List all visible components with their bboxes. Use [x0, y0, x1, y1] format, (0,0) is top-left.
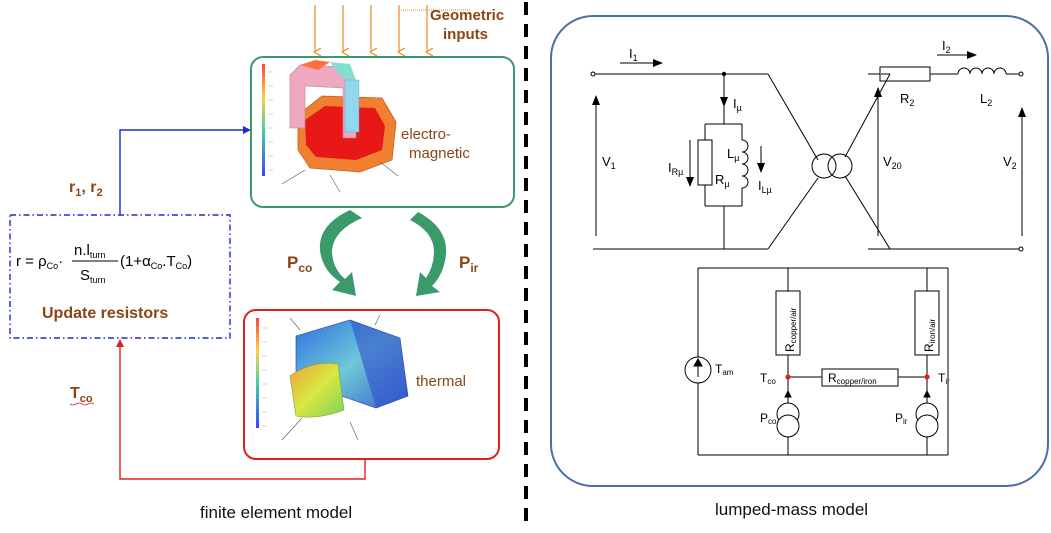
node-tir [924, 374, 930, 380]
node-tco [785, 374, 791, 380]
thermal-network-arrows [693, 357, 931, 398]
label-v1: V1 [602, 154, 616, 171]
lumped-model-frame [550, 15, 1049, 487]
label-rmu: Rµ [715, 172, 730, 189]
label-pir: Pir [895, 411, 908, 426]
label-v20: V20 [883, 154, 902, 171]
label-rcopper-iron: Rcopper/iron [828, 371, 877, 386]
thermal-fe-image [256, 314, 409, 441]
svg-text:(1+αCo.TCo): (1+αCo.TCo) [120, 253, 192, 271]
electromagnetic-fe-image [262, 60, 399, 193]
green-arrow-pco [319, 210, 362, 296]
t-co-underline [69, 402, 95, 406]
r1-r2-label: r1, r2 [69, 179, 103, 199]
label-rcopper-air: Rcopper/air [783, 307, 798, 352]
label-riron-air: Riron/air [922, 319, 937, 352]
svg-text:Sturn: Sturn [80, 267, 106, 285]
label-tir: Tir [938, 371, 950, 386]
fem-caption: finite element model [200, 503, 352, 522]
thermal-network [684, 267, 949, 456]
label-i2: I2 [942, 38, 951, 55]
resistance-formula: r = ρCo· n.lturn Sturn (1+αCo.TCo) [16, 242, 192, 285]
label-imu: Iµ [733, 96, 742, 113]
update-resistors-label: Update resistors [42, 305, 168, 322]
node-imu [721, 71, 727, 77]
label-tam: Tam [715, 362, 734, 377]
label-tco: Tco [760, 371, 776, 386]
label-pco: Pco [760, 411, 777, 426]
thermal-label: thermal [416, 373, 466, 390]
red-feedback-arrow [119, 347, 366, 480]
label-ilmu: ILµ [758, 178, 772, 195]
electromagnetic-label-line1: electro- [401, 126, 451, 143]
thermal-labels: Tam Tco Tir Pco Pir Rcopper/iron Rcopper… [715, 307, 950, 426]
label-r2: R2 [900, 91, 914, 108]
electrical-circuit [590, 66, 1024, 252]
circuit-arrows [592, 51, 1026, 236]
geometric-inputs-line2: inputs [443, 26, 488, 43]
blue-feedback-arrow [119, 129, 243, 215]
green-arrow-pir [410, 212, 447, 296]
svg-text:r = ρCo·: r = ρCo· [16, 253, 63, 271]
label-irmu: IRµ [668, 160, 683, 177]
electromagnetic-label-line2: magnetic [409, 145, 470, 162]
label-i1: I1 [629, 46, 638, 63]
geometric-inputs-line1: Geometric [430, 7, 504, 24]
circuit-labels: I1 I2 Iµ R2 L2 V1 V20 V2 IRµ Rµ Lµ ILµ [602, 38, 1017, 195]
lumped-caption: lumped-mass model [715, 500, 868, 519]
p-ir-label: Pir [459, 253, 479, 275]
geometric-input-arrows [315, 5, 470, 52]
t-co-label: Tco [70, 385, 93, 405]
svg-text:n.lturn: n.lturn [74, 242, 105, 260]
p-co-label: Pco [287, 253, 312, 275]
label-v2: V2 [1003, 154, 1017, 171]
label-l2: L2 [980, 91, 992, 108]
label-lmu: Lµ [727, 146, 739, 163]
